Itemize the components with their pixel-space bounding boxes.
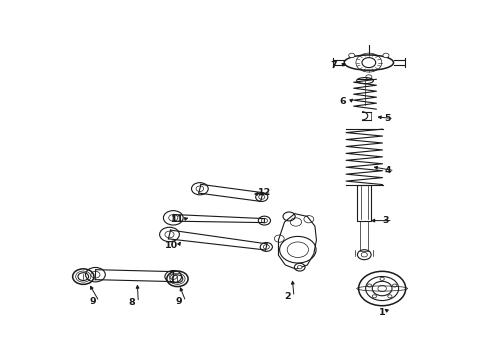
Text: 3: 3: [383, 216, 389, 225]
Circle shape: [388, 295, 392, 298]
Text: 6: 6: [340, 97, 346, 106]
Text: 12: 12: [258, 188, 271, 197]
Text: 1: 1: [379, 307, 386, 316]
Text: 2: 2: [284, 292, 291, 301]
Circle shape: [368, 284, 372, 287]
Text: 7: 7: [331, 61, 337, 70]
Text: 10: 10: [165, 241, 178, 250]
Text: 9: 9: [89, 297, 96, 306]
Circle shape: [349, 53, 355, 58]
Circle shape: [383, 53, 389, 58]
Circle shape: [380, 277, 384, 280]
Text: 9: 9: [175, 297, 182, 306]
Circle shape: [297, 266, 302, 269]
Text: 8: 8: [128, 298, 135, 307]
Circle shape: [366, 75, 372, 79]
Bar: [361, 221, 368, 251]
Text: 4: 4: [385, 166, 391, 175]
Circle shape: [392, 284, 397, 287]
Circle shape: [378, 285, 387, 292]
Circle shape: [372, 295, 376, 298]
Text: 5: 5: [384, 114, 391, 123]
Bar: [358, 185, 371, 221]
Text: 11: 11: [171, 215, 184, 224]
